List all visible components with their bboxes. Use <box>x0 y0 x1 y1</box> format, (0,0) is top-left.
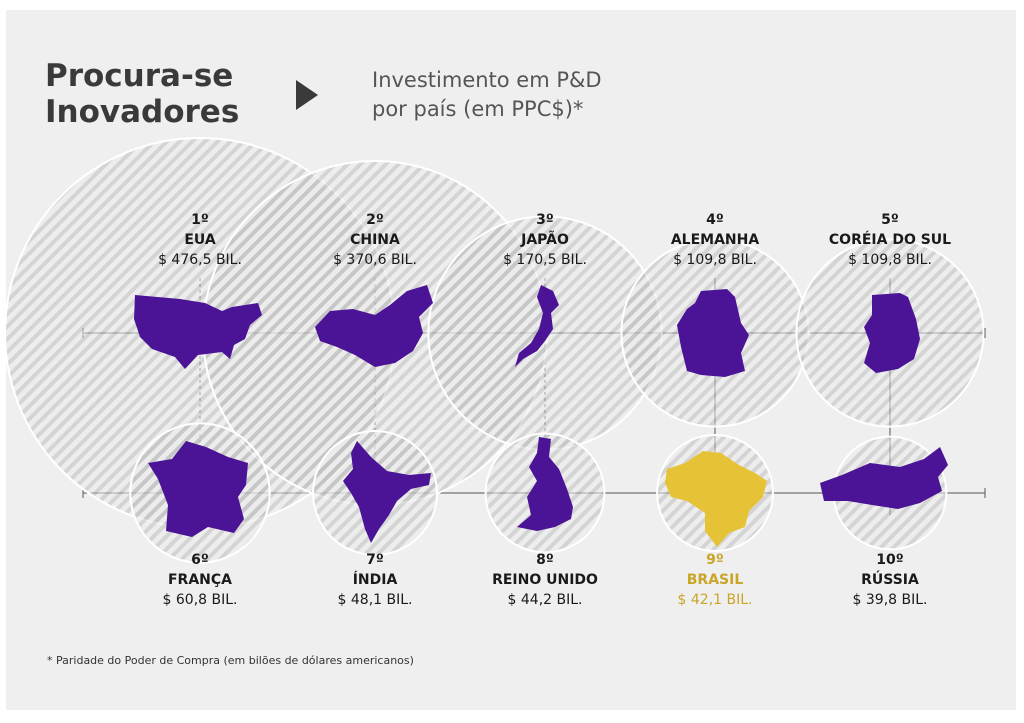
country-name: JAPÃO <box>521 232 569 248</box>
country-label: 10º RÚSSIA $ 39,8 BIL. <box>800 550 980 610</box>
value-label: $ 109,8 BIL. <box>848 252 932 268</box>
rank-label: 7º <box>366 552 384 568</box>
uk-shape <box>517 437 573 531</box>
play-arrow-icon <box>296 80 318 110</box>
rank-label: 6º <box>191 552 209 568</box>
japan-shape <box>515 285 559 367</box>
footnote: * Paridade do Poder de Compra (em bilões… <box>47 654 414 667</box>
country-name: ÍNDIA <box>352 572 398 588</box>
country-name: ALEMANHA <box>670 232 760 248</box>
country-name: FRANÇA <box>167 572 232 588</box>
title-line-1: Procura-se <box>45 58 234 94</box>
value-label: $ 39,8 BIL. <box>852 592 928 608</box>
korea-shape <box>864 293 920 373</box>
country-name: EUA <box>184 232 216 248</box>
country-label: 6º FRANÇA $ 60,8 BIL. <box>110 550 290 610</box>
france-shape <box>148 441 248 537</box>
value-label: $ 476,5 BIL. <box>158 252 242 268</box>
country-label: 4º ALEMANHA $ 109,8 BIL. <box>625 210 805 270</box>
china-shape <box>315 285 433 367</box>
title-line-2: Inovadores <box>45 94 240 130</box>
rank-label: 5º <box>881 212 899 228</box>
country-label: 8º REINO UNIDO $ 44,2 BIL. <box>455 550 635 610</box>
subtitle-line-1: Investimento em P&D <box>372 68 602 92</box>
value-label: $ 370,6 BIL. <box>333 252 417 268</box>
country-name: BRASIL <box>686 572 744 588</box>
value-label: $ 42,1 BIL. <box>677 592 753 608</box>
country-name: CHINA <box>350 232 400 248</box>
country-name: CORÉIA DO SUL <box>828 232 952 248</box>
rank-label: 4º <box>706 212 724 228</box>
chart-subtitle: Investimento em P&D por país (em PPC$)* <box>372 66 602 124</box>
germany-shape <box>677 289 749 377</box>
country-label: 9º BRASIL $ 42,1 BIL. <box>625 550 805 610</box>
india-shape <box>343 441 431 543</box>
subtitle-line-2: por país (em PPC$)* <box>372 97 584 121</box>
value-label: $ 109,8 BIL. <box>673 252 757 268</box>
rank-label: 9º <box>706 552 724 568</box>
country-shapes <box>134 285 948 547</box>
value-label: $ 48,1 BIL. <box>337 592 413 608</box>
usa-shape <box>134 295 262 369</box>
russia-shape <box>820 447 948 509</box>
country-label: 3º JAPÃO $ 170,5 BIL. <box>455 210 635 270</box>
rank-label: 8º <box>536 552 554 568</box>
page-title: Procura-se Inovadores <box>45 58 239 130</box>
rank-label: 2º <box>366 212 384 228</box>
country-label: 5º CORÉIA DO SUL $ 109,8 BIL. <box>800 210 980 270</box>
rank-label: 10º <box>876 552 904 568</box>
brazil-shape <box>665 451 767 547</box>
value-label: $ 44,2 BIL. <box>507 592 583 608</box>
country-label: 1º EUA $ 476,5 BIL. <box>110 210 290 270</box>
value-label: $ 60,8 BIL. <box>162 592 238 608</box>
country-label: 2º CHINA $ 370,6 BIL. <box>285 210 465 270</box>
rank-label: 1º <box>191 212 209 228</box>
country-name: RÚSSIA <box>861 572 919 588</box>
country-name: REINO UNIDO <box>492 572 598 588</box>
value-label: $ 170,5 BIL. <box>503 252 587 268</box>
country-label: 7º ÍNDIA $ 48,1 BIL. <box>285 550 465 610</box>
rank-label: 3º <box>536 212 554 228</box>
